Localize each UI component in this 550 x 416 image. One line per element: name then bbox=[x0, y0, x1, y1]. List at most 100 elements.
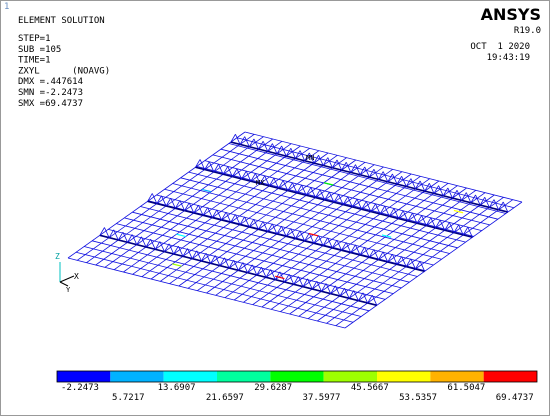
mesh-line bbox=[180, 177, 458, 249]
mesh-line bbox=[154, 241, 161, 250]
mesh-line bbox=[438, 185, 444, 196]
mesh-line bbox=[284, 273, 290, 283]
triad-y-label: Y bbox=[66, 286, 71, 294]
mesh-line bbox=[318, 155, 324, 166]
mesh-line bbox=[116, 223, 394, 295]
mesh-line bbox=[99, 227, 105, 236]
legend-swatch bbox=[163, 371, 217, 382]
mesh-line bbox=[216, 209, 222, 221]
mesh-line bbox=[336, 239, 342, 251]
mesh-line bbox=[227, 166, 233, 177]
mesh-line bbox=[444, 222, 450, 231]
mesh-line bbox=[308, 232, 319, 237]
mesh-line bbox=[177, 245, 184, 257]
mesh-line bbox=[458, 224, 464, 236]
mesh-line bbox=[333, 194, 339, 203]
mesh-line bbox=[302, 278, 308, 287]
mesh-line bbox=[304, 232, 310, 242]
mesh-line bbox=[299, 150, 306, 161]
mesh-line bbox=[207, 207, 213, 218]
mesh-line bbox=[373, 169, 379, 180]
mesh-line bbox=[341, 162, 347, 171]
mesh-line bbox=[405, 258, 412, 267]
mesh-line bbox=[332, 159, 338, 168]
mesh-line bbox=[202, 207, 209, 216]
min-marker: MN bbox=[306, 154, 314, 162]
mesh-line bbox=[175, 200, 181, 209]
mesh-line bbox=[276, 225, 282, 235]
mesh-line bbox=[164, 188, 442, 260]
mesh-line bbox=[352, 198, 358, 208]
mesh-line bbox=[165, 197, 172, 207]
mesh-line bbox=[156, 195, 162, 204]
mesh-line bbox=[419, 260, 426, 272]
triad-z-label: Z bbox=[55, 252, 60, 261]
mesh-line bbox=[235, 134, 241, 145]
mesh-line bbox=[370, 203, 376, 212]
mesh-line bbox=[212, 154, 490, 226]
mesh-line bbox=[338, 194, 344, 205]
mesh-line bbox=[241, 170, 247, 180]
info-line: TIME=1 bbox=[18, 56, 51, 66]
mesh-line bbox=[267, 143, 273, 152]
mesh-line bbox=[315, 189, 321, 198]
mesh-line bbox=[131, 234, 138, 245]
mesh-line bbox=[256, 266, 262, 276]
mesh-line bbox=[359, 166, 366, 175]
mesh-line bbox=[355, 164, 361, 175]
mesh-line bbox=[382, 251, 389, 263]
mesh-line bbox=[204, 160, 482, 232]
mesh-line bbox=[461, 192, 467, 201]
mesh-line bbox=[378, 251, 384, 260]
mesh-line bbox=[371, 294, 378, 306]
mesh-line bbox=[253, 218, 259, 230]
mesh-line bbox=[415, 260, 421, 270]
mesh-line bbox=[282, 180, 289, 191]
mesh-line bbox=[258, 141, 264, 150]
mesh-line bbox=[321, 283, 327, 292]
date: OCT 1 2020 bbox=[470, 42, 530, 52]
mesh-line bbox=[251, 264, 258, 276]
mesh-line bbox=[250, 173, 256, 182]
mesh-line bbox=[214, 255, 221, 266]
mesh-line bbox=[416, 215, 423, 224]
mesh-line bbox=[213, 163, 219, 173]
mesh-line bbox=[278, 180, 284, 189]
mesh-line bbox=[301, 184, 307, 196]
legend-label: 13.6907 bbox=[158, 383, 196, 393]
mesh-line bbox=[307, 278, 313, 290]
mesh-line bbox=[327, 157, 333, 168]
mesh-line bbox=[433, 185, 439, 194]
mesh-line bbox=[358, 292, 364, 301]
mesh-line bbox=[258, 221, 264, 230]
mesh-line bbox=[196, 165, 474, 237]
mesh-line bbox=[373, 249, 379, 260]
legend-label: -2.2473 bbox=[61, 383, 99, 393]
mesh-line bbox=[290, 148, 296, 159]
mesh-line bbox=[424, 183, 430, 192]
mesh-line bbox=[415, 180, 421, 189]
mesh-line bbox=[279, 271, 285, 283]
mesh-line bbox=[274, 275, 285, 280]
mesh-line bbox=[428, 183, 435, 194]
mesh-line bbox=[439, 219, 446, 231]
mesh-line bbox=[328, 191, 335, 203]
mesh-line bbox=[334, 285, 341, 297]
mesh-line bbox=[296, 184, 302, 194]
legend-swatch bbox=[430, 371, 484, 382]
legend-swatch bbox=[57, 371, 111, 382]
mesh-line bbox=[382, 171, 389, 182]
mesh-line bbox=[108, 229, 115, 238]
mesh-line bbox=[392, 173, 398, 185]
mesh-line bbox=[201, 188, 212, 193]
mesh-line bbox=[235, 214, 241, 225]
mesh-line bbox=[407, 212, 413, 222]
mesh-line bbox=[462, 226, 469, 236]
mesh-line bbox=[272, 143, 278, 154]
mesh-line bbox=[199, 159, 206, 170]
mesh-line bbox=[179, 200, 185, 211]
mesh-line bbox=[188, 202, 195, 214]
mesh-line bbox=[253, 138, 259, 150]
mesh-line bbox=[172, 263, 182, 267]
